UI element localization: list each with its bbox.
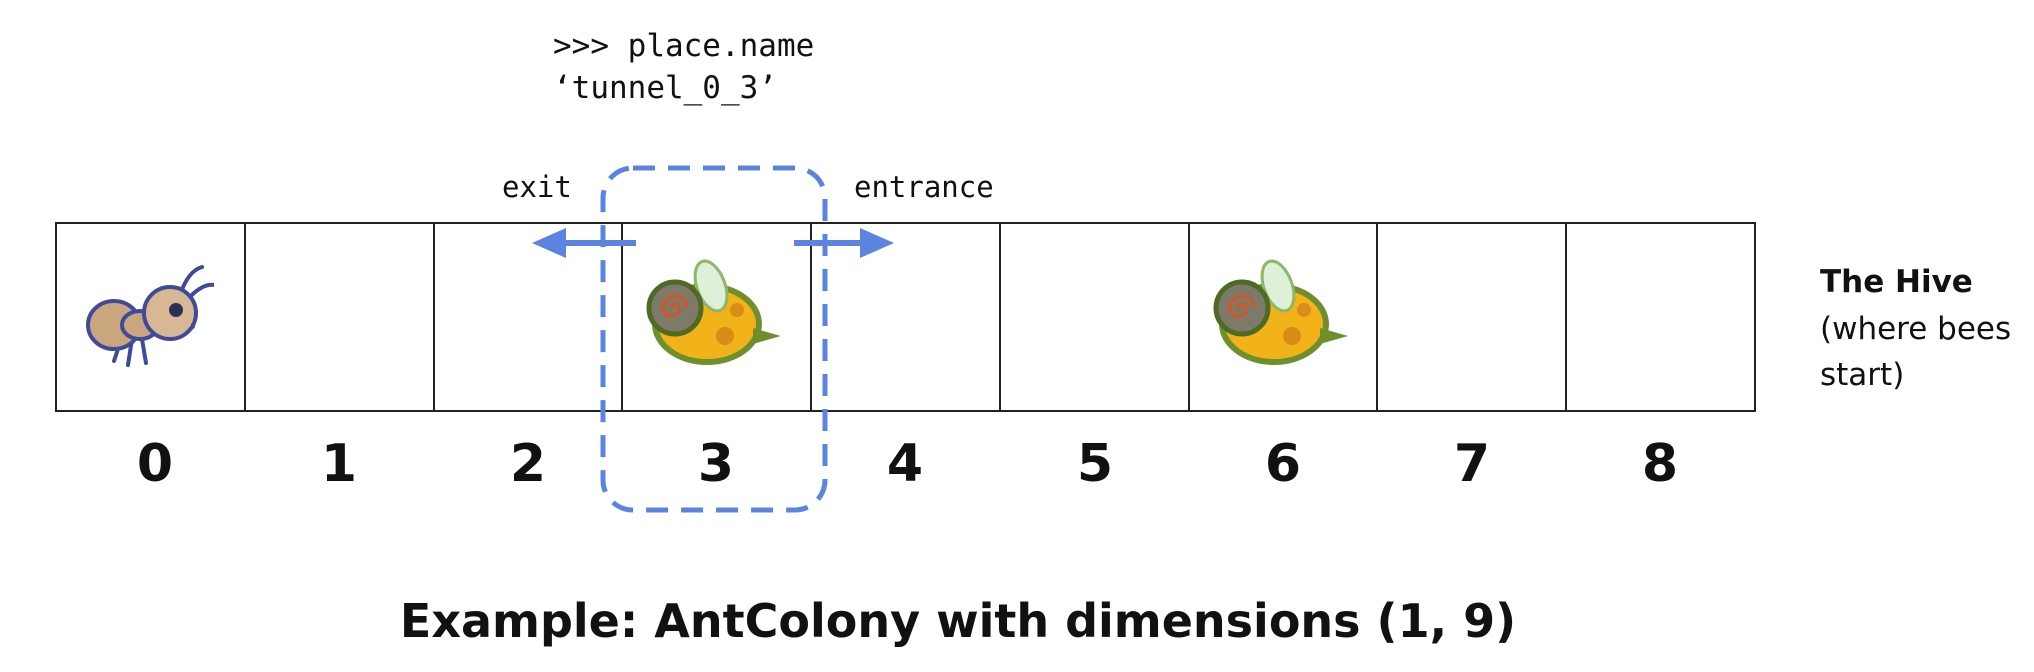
index-label-2: 2 (509, 434, 547, 494)
entrance-arrow (794, 228, 894, 258)
index-label-5: 5 (1076, 434, 1114, 494)
place-cell-2 (435, 224, 624, 410)
code-line-command: >>> place.name (553, 28, 815, 64)
tunnel-row (55, 222, 1756, 412)
code-line-output: ‘tunnel_0_3’ (553, 70, 777, 106)
figure-caption: Example: AntColony with dimensions (1, 9… (399, 594, 1517, 648)
selected-place-highlight (600, 165, 828, 513)
exit-label: exit (502, 170, 572, 204)
place-cell-1 (246, 224, 435, 410)
place-cell-7 (1378, 224, 1568, 410)
entrance-label: entrance (854, 170, 994, 204)
bee-icon (1213, 259, 1348, 365)
index-label-8: 8 (1641, 434, 1679, 494)
place-cell-6 (1190, 224, 1379, 410)
place-cell-0 (57, 224, 246, 410)
hive-subtitle: (where bees start) (1820, 311, 2012, 393)
place-cell-4 (812, 224, 1001, 410)
index-label-3: 3 (697, 434, 735, 494)
hive-title: The Hive (1820, 264, 1973, 300)
index-label-0: 0 (136, 434, 174, 494)
bee-icon (646, 259, 782, 365)
index-label-1: 1 (320, 434, 358, 494)
ant-icon (86, 265, 214, 367)
index-label-4: 4 (886, 434, 924, 494)
exit-arrow (532, 228, 636, 258)
place-cell-5 (1001, 224, 1190, 410)
index-label-7: 7 (1453, 434, 1491, 494)
place-cell-3 (623, 224, 813, 410)
index-label-6: 6 (1264, 434, 1302, 494)
